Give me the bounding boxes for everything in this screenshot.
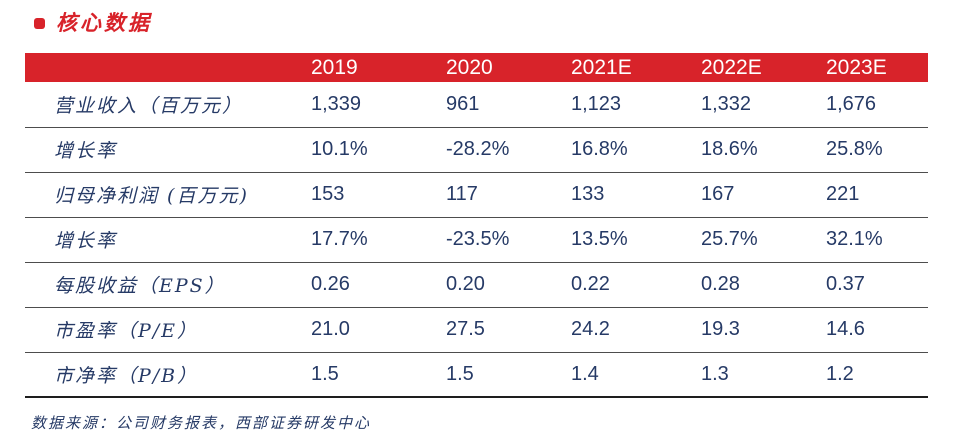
cell: 1.5: [440, 352, 565, 398]
table-row-net-profit: 归母净利润 (百万元) 153 117 133 167 221: [25, 172, 928, 218]
row-label: 增长率: [25, 217, 305, 263]
page-title: 核心数据: [56, 10, 152, 35]
cell: 10.1%: [305, 127, 440, 173]
column-header-2019: 2019: [305, 53, 440, 82]
cell: 0.20: [440, 262, 565, 308]
cell: 1,123: [565, 82, 695, 128]
table-row-revenue: 营业收入（百万元） 1,339 961 1,123 1,332 1,676: [25, 82, 928, 128]
table-row-eps: 每股收益（EPS） 0.26 0.20 0.22 0.28 0.37: [25, 262, 928, 308]
cell: 961: [440, 82, 565, 128]
cell: 0.37: [820, 262, 928, 308]
cell: 0.22: [565, 262, 695, 308]
cell: 1.4: [565, 352, 695, 398]
row-label: 市盈率（P/E）: [25, 307, 305, 353]
cell: 117: [440, 172, 565, 218]
column-header-blank: [25, 53, 305, 82]
cell: 0.28: [695, 262, 820, 308]
table-row-pe: 市盈率（P/E） 21.0 27.5 24.2 19.3 14.6: [25, 307, 928, 353]
cell: 221: [820, 172, 928, 218]
table-row-pb: 市净率（P/B） 1.5 1.5 1.4 1.3 1.2: [25, 352, 928, 398]
cell: -28.2%: [440, 127, 565, 173]
row-label: 市净率（P/B）: [25, 352, 305, 398]
cell: 18.6%: [695, 127, 820, 173]
cell: 24.2: [565, 307, 695, 353]
cell: 25.7%: [695, 217, 820, 263]
row-label: 每股收益（EPS）: [25, 262, 305, 308]
cell: 1,676: [820, 82, 928, 128]
cell: 25.8%: [820, 127, 928, 173]
table-row-profit-growth: 增长率 17.7% -23.5% 13.5% 25.7% 32.1%: [25, 217, 928, 263]
section-title: 核心数据: [34, 7, 152, 37]
cell: 133: [565, 172, 695, 218]
column-header-2023e: 2023E: [820, 53, 928, 82]
cell: -23.5%: [440, 217, 565, 263]
cell: 1,339: [305, 82, 440, 128]
table-header-row: 2019 2020 2021E 2022E 2023E: [25, 53, 928, 82]
cell: 21.0: [305, 307, 440, 353]
column-header-2021e: 2021E: [565, 53, 695, 82]
cell: 14.6: [820, 307, 928, 353]
core-data-table: 2019 2020 2021E 2022E 2023E 营业收入（百万元） 1,…: [25, 53, 928, 398]
cell: 17.7%: [305, 217, 440, 263]
cell: 1.5: [305, 352, 440, 398]
cell: 1,332: [695, 82, 820, 128]
row-label: 增长率: [25, 127, 305, 173]
cell: 1.3: [695, 352, 820, 398]
cell: 32.1%: [820, 217, 928, 263]
cell: 1.2: [820, 352, 928, 398]
row-label: 营业收入（百万元）: [25, 82, 305, 128]
column-header-2022e: 2022E: [695, 53, 820, 82]
bullet-square-icon: [34, 18, 45, 29]
cell: 167: [695, 172, 820, 218]
cell: 27.5: [440, 307, 565, 353]
cell: 19.3: [695, 307, 820, 353]
data-source-note: 数据来源：公司财务报表，西部证券研发中心: [31, 414, 372, 432]
row-label: 归母净利润 (百万元): [25, 172, 305, 218]
cell: 16.8%: [565, 127, 695, 173]
column-header-2020: 2020: [440, 53, 565, 82]
cell: 0.26: [305, 262, 440, 308]
cell: 153: [305, 172, 440, 218]
table-row-revenue-growth: 增长率 10.1% -28.2% 16.8% 18.6% 25.8%: [25, 127, 928, 173]
cell: 13.5%: [565, 217, 695, 263]
